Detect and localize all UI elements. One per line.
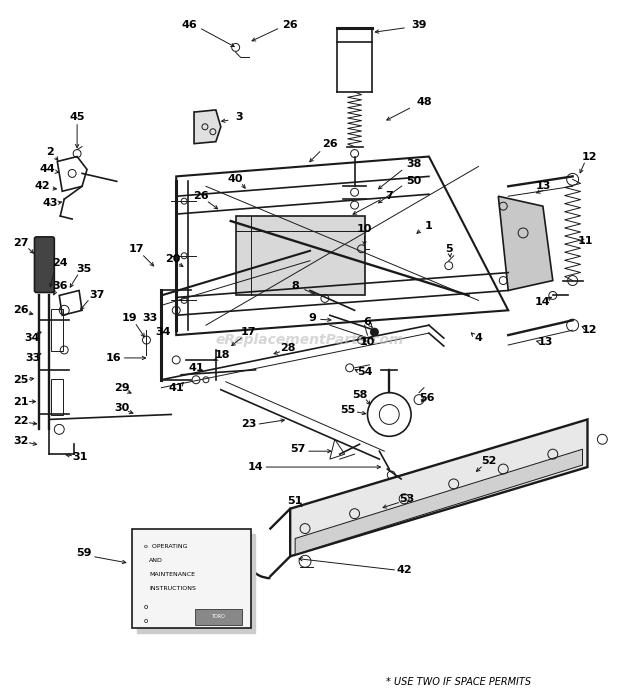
Text: 9: 9 (308, 313, 316, 323)
Text: eReplacementParts.com: eReplacementParts.com (216, 333, 404, 347)
Text: 57: 57 (290, 444, 306, 454)
Text: 1: 1 (425, 221, 433, 231)
Text: 54: 54 (356, 367, 372, 377)
Text: 24: 24 (53, 258, 68, 268)
Polygon shape (194, 110, 221, 144)
Polygon shape (136, 533, 255, 632)
FancyBboxPatch shape (131, 528, 250, 628)
Text: 10: 10 (360, 337, 375, 347)
Text: 38: 38 (406, 159, 422, 170)
Text: 17: 17 (129, 244, 144, 254)
Polygon shape (290, 419, 588, 556)
Text: 34: 34 (25, 333, 40, 343)
Text: 6: 6 (363, 317, 371, 327)
Text: 13: 13 (535, 181, 551, 191)
Text: 44: 44 (40, 165, 55, 174)
Text: 43: 43 (43, 198, 58, 208)
Polygon shape (498, 196, 553, 290)
Text: 11: 11 (578, 236, 593, 246)
Text: 45: 45 (69, 112, 85, 122)
Text: * USE TWO IF SPACE PERMITS: * USE TWO IF SPACE PERMITS (386, 677, 531, 688)
Text: o  OPERATING: o OPERATING (143, 544, 187, 549)
Text: 34: 34 (156, 327, 171, 337)
Text: o: o (143, 618, 148, 624)
Text: 26: 26 (13, 305, 29, 315)
Text: 32: 32 (13, 436, 29, 446)
Text: 14: 14 (535, 297, 551, 307)
Text: 19: 19 (122, 313, 138, 323)
Text: 5: 5 (445, 244, 453, 254)
Text: INSTRUCTIONS: INSTRUCTIONS (149, 586, 197, 591)
Text: 35: 35 (76, 264, 92, 274)
Text: 20: 20 (166, 254, 181, 264)
Polygon shape (295, 450, 583, 554)
Text: 46: 46 (181, 20, 197, 29)
Text: 16: 16 (106, 353, 122, 363)
Text: 18: 18 (215, 350, 231, 360)
Text: o: o (143, 604, 148, 610)
Text: 56: 56 (419, 392, 435, 403)
Text: 23: 23 (241, 419, 256, 429)
Text: 26: 26 (193, 191, 209, 201)
Text: 31: 31 (73, 452, 88, 462)
Text: 58: 58 (352, 389, 367, 400)
Text: AND: AND (149, 558, 163, 563)
Text: 7: 7 (386, 191, 393, 201)
Text: 17: 17 (241, 327, 256, 337)
Text: 55: 55 (340, 405, 355, 415)
Text: 30: 30 (114, 403, 130, 413)
Text: 4: 4 (474, 333, 482, 343)
Text: 27: 27 (13, 238, 29, 248)
Text: 52: 52 (480, 456, 496, 466)
Text: MAINTENANCE: MAINTENANCE (149, 572, 195, 577)
Text: 39: 39 (411, 20, 427, 29)
Text: 10: 10 (357, 224, 372, 234)
Text: 28: 28 (280, 343, 296, 353)
Text: 29: 29 (114, 383, 130, 393)
Text: 41: 41 (188, 363, 204, 373)
Text: 42: 42 (35, 181, 50, 191)
FancyBboxPatch shape (236, 216, 365, 295)
Text: 48: 48 (416, 97, 432, 107)
Text: 26: 26 (322, 139, 338, 149)
Text: 14: 14 (247, 462, 264, 472)
Circle shape (371, 328, 378, 336)
Text: 12: 12 (582, 325, 597, 335)
Text: 8: 8 (291, 281, 299, 290)
Text: 33: 33 (142, 313, 157, 323)
Text: 12: 12 (582, 151, 597, 161)
Text: 59: 59 (76, 549, 92, 558)
Text: 21: 21 (13, 396, 29, 406)
Text: 13: 13 (538, 337, 554, 347)
Text: 53: 53 (399, 493, 415, 504)
Text: 22: 22 (13, 417, 29, 426)
Text: 36: 36 (53, 281, 68, 290)
Text: 25: 25 (13, 375, 29, 385)
Text: 51: 51 (288, 496, 303, 506)
FancyBboxPatch shape (195, 609, 242, 625)
Text: 2: 2 (46, 147, 54, 156)
Text: 33: 33 (25, 353, 40, 363)
FancyBboxPatch shape (35, 237, 55, 292)
Text: 40: 40 (228, 174, 244, 184)
Text: 42: 42 (396, 565, 412, 575)
Text: 26: 26 (282, 20, 298, 29)
Text: 50: 50 (407, 177, 422, 186)
Text: 41: 41 (169, 383, 184, 393)
Text: 37: 37 (89, 290, 105, 300)
Text: 3: 3 (235, 112, 242, 122)
Text: TORO: TORO (211, 614, 225, 619)
